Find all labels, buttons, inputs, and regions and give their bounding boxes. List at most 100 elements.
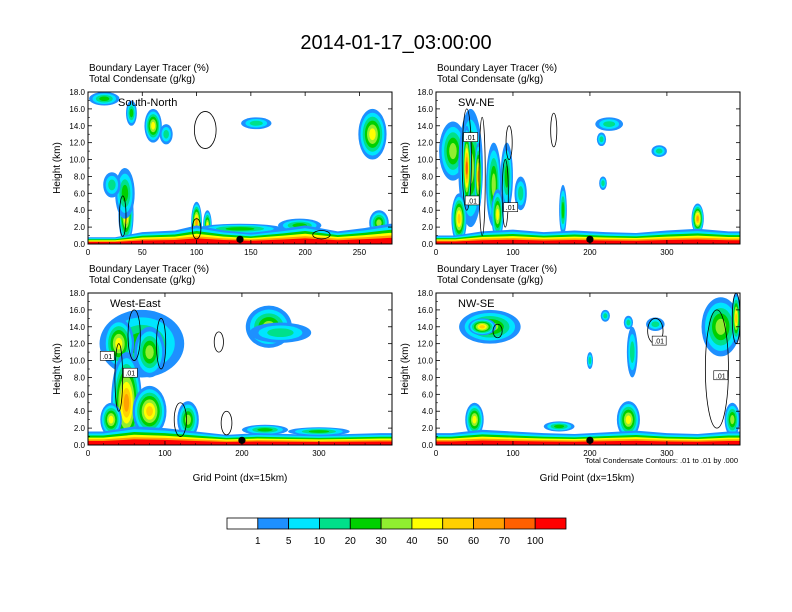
x-tick-label: 100 bbox=[506, 449, 520, 458]
y-tick-label: 10.0 bbox=[417, 357, 433, 366]
contour-line bbox=[193, 111, 217, 149]
x-tick-label: 150 bbox=[244, 248, 258, 257]
location-marker bbox=[236, 235, 244, 243]
y-tick-label: 6.0 bbox=[74, 390, 86, 399]
y-tick-label: 10.0 bbox=[417, 156, 433, 165]
plume-level-60 bbox=[123, 393, 130, 412]
contour-line bbox=[173, 402, 187, 437]
panel-title-line1: Boundary Layer Tracer (%) bbox=[437, 63, 557, 74]
y-tick-label: 12.0 bbox=[69, 139, 85, 148]
y-tick-label: 14.0 bbox=[69, 122, 85, 131]
plume-level-50 bbox=[479, 325, 485, 329]
y-tick-label: 2.0 bbox=[422, 223, 434, 232]
contour-label-box bbox=[464, 195, 480, 206]
contour-label-box bbox=[463, 132, 478, 142]
plume-level-10 bbox=[601, 180, 605, 187]
y-tick-label: 18.0 bbox=[69, 88, 85, 97]
x-tick-label: 300 bbox=[660, 449, 674, 458]
panel-title-line2: Total Condensate (g/kg) bbox=[89, 74, 195, 85]
y-tick-label: 4.0 bbox=[74, 206, 86, 215]
x-tick-label: 0 bbox=[86, 449, 91, 458]
y-axis-label: Height (km) bbox=[52, 343, 63, 395]
y-tick-label: 6.0 bbox=[422, 189, 434, 198]
y-tick-label: 14.0 bbox=[417, 323, 433, 332]
x-tick-label: 0 bbox=[434, 248, 439, 257]
contour-line bbox=[191, 218, 202, 240]
contour-line bbox=[312, 230, 331, 240]
colorbar-swatch bbox=[288, 517, 320, 530]
plume-level-10 bbox=[267, 328, 294, 338]
colorbar-swatch bbox=[442, 517, 474, 530]
colorbar-label: 100 bbox=[527, 536, 544, 547]
panel-west-east: Boundary Layer Tracer (%) Total Condensa… bbox=[52, 264, 393, 484]
plume-level-40 bbox=[108, 415, 114, 424]
colorbar-swatch bbox=[349, 517, 382, 530]
y-tick-label: 18.0 bbox=[69, 289, 85, 298]
location-marker bbox=[586, 436, 594, 444]
x-tick-label: 100 bbox=[190, 248, 204, 257]
contour-line bbox=[156, 317, 167, 370]
y-tick-label: 2.0 bbox=[74, 223, 86, 232]
contour-label: .01 bbox=[506, 205, 516, 212]
plume-level-50 bbox=[146, 406, 153, 417]
plot-area: 0.0 2.0 4.0 6.0 8.0 10.0 12.0 14.0 16.0 18.0 0 50 10… bbox=[69, 88, 393, 257]
colorbar-label: 70 bbox=[499, 536, 511, 547]
contour-line bbox=[501, 159, 509, 228]
y-tick-label: 0.0 bbox=[422, 240, 434, 249]
panel-title-line2: Total Condensate (g/kg) bbox=[89, 275, 195, 286]
panel-sw-ne: Boundary Layer Tracer (%) Total Condensa… bbox=[400, 63, 741, 257]
plot-area: .01 .01 0.0 2.0 4.0 6.0 8.0 10.0 12.0 14.0 16.0 18.… bbox=[69, 289, 393, 458]
plume-level-30 bbox=[376, 219, 382, 227]
y-tick-label: 18.0 bbox=[417, 289, 433, 298]
plume-level-40 bbox=[151, 121, 156, 130]
x-tick-label: 50 bbox=[138, 248, 147, 257]
colorbar-label: 40 bbox=[406, 536, 418, 547]
figure-title: 2014-01-17_03:00:00 bbox=[300, 32, 491, 54]
plume-level-10 bbox=[108, 179, 116, 191]
plume-level-20 bbox=[225, 227, 255, 231]
panel-title-line1: Boundary Layer Tracer (%) bbox=[89, 63, 209, 74]
plume-level-30 bbox=[730, 415, 735, 425]
plume-level-10 bbox=[626, 319, 631, 326]
y-tick-label: 2.0 bbox=[422, 424, 434, 433]
contour-label-box bbox=[99, 351, 115, 361]
colorbar-swatch bbox=[319, 517, 351, 530]
plume-level-20 bbox=[129, 108, 134, 118]
x-tick-label: 250 bbox=[353, 248, 367, 257]
colorbar-swatch bbox=[473, 517, 505, 530]
colorbar-swatch bbox=[534, 517, 567, 530]
plume-level-30 bbox=[449, 143, 457, 160]
y-tick-label: 16.0 bbox=[69, 306, 85, 315]
plume-level-10 bbox=[603, 121, 616, 127]
plume-level-30 bbox=[491, 173, 496, 197]
x-axis-label: Grid Point (dx=15km) bbox=[540, 473, 635, 484]
contour-label-box bbox=[503, 202, 518, 212]
tracer-field bbox=[436, 108, 740, 244]
plume-level-50 bbox=[457, 213, 461, 224]
colorbar-swatch bbox=[226, 517, 259, 530]
x-tick-label: 100 bbox=[506, 248, 520, 257]
plume-level-40 bbox=[496, 208, 499, 221]
colorbar-swatch bbox=[503, 517, 536, 530]
panel-south-north: Boundary Layer Tracer (%) Total Condensa… bbox=[52, 63, 393, 257]
contour-label: .01 bbox=[716, 373, 726, 380]
region-label: SW-NE bbox=[458, 97, 494, 109]
plume-level-20 bbox=[308, 430, 330, 433]
y-tick-label: 12.0 bbox=[417, 139, 433, 148]
colorbar-swatch bbox=[411, 517, 444, 530]
panel-title-line1: Boundary Layer Tracer (%) bbox=[437, 264, 557, 275]
y-tick-label: 14.0 bbox=[417, 122, 433, 131]
y-tick-label: 10.0 bbox=[69, 357, 85, 366]
plume-level-60 bbox=[696, 215, 699, 222]
colorbar-label: 20 bbox=[345, 536, 357, 547]
y-tick-label: 16.0 bbox=[417, 306, 433, 315]
colorbar-label: 10 bbox=[314, 536, 326, 547]
contour-line bbox=[220, 410, 233, 436]
plume-level-10 bbox=[588, 356, 592, 365]
region-label: West-East bbox=[110, 298, 161, 310]
contour-label: .01 bbox=[125, 371, 135, 378]
y-tick-label: 6.0 bbox=[74, 189, 86, 198]
plume-level-40 bbox=[472, 415, 477, 424]
plot-area: .01 .01 .01 0.0 2.0 4.0 6.0 8.0 10.0 12.0 14.0 16.0… bbox=[417, 88, 741, 257]
